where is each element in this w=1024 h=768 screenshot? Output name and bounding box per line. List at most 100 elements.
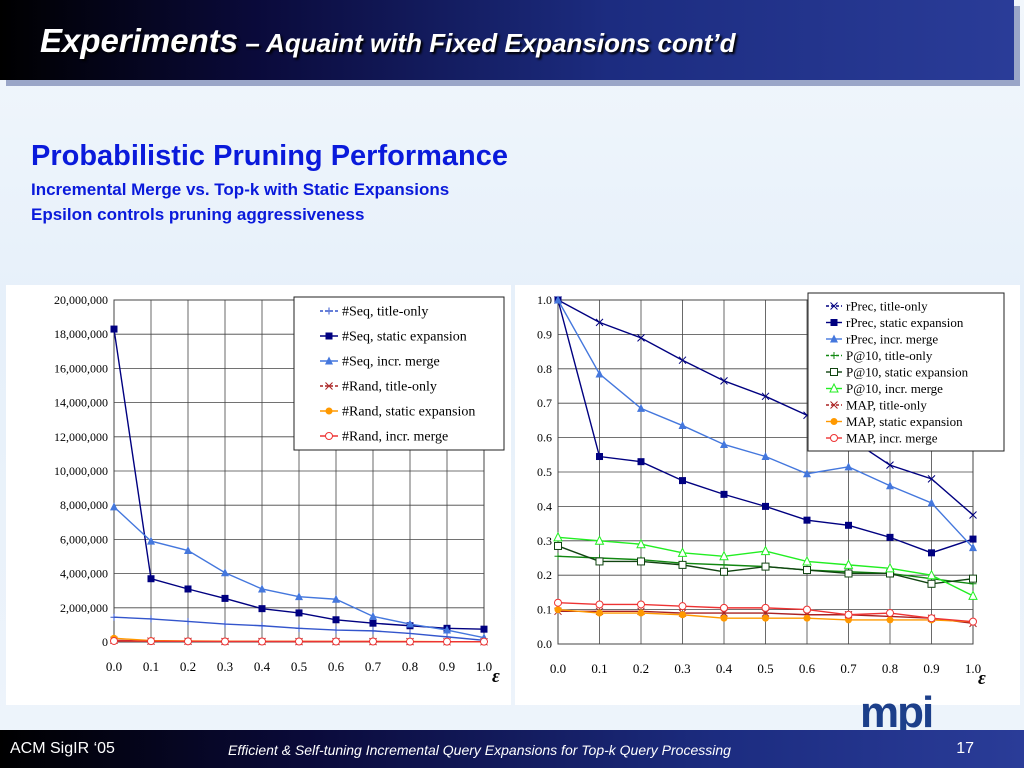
x-axis-label: ε <box>492 666 500 687</box>
data-point <box>184 637 192 646</box>
data-point <box>595 557 604 566</box>
data-point <box>554 541 562 550</box>
data-point <box>761 392 770 401</box>
title-rest: – Aquaint with Fixed Expansions cont’d <box>238 28 736 58</box>
y-tick-label: 20,000,000 <box>54 293 108 307</box>
data-point <box>886 481 894 490</box>
plot-frame <box>557 299 974 645</box>
footer: ACM SigIR ‘05 Efficient & Self-tuning In… <box>0 730 1024 768</box>
x-tick-label: 0.6 <box>328 659 345 674</box>
data-point <box>332 594 340 603</box>
data-point <box>637 600 645 609</box>
x-tick-label: 0.0 <box>550 661 566 676</box>
data-point <box>595 369 604 378</box>
data-point <box>762 614 769 622</box>
x-axis-label: ε <box>978 668 986 689</box>
legend-label: #Rand, incr. merge <box>342 430 448 445</box>
data-point <box>406 619 414 628</box>
data-point <box>184 617 192 625</box>
data-point <box>678 356 687 365</box>
legend-label: P@10, static expansion <box>846 365 969 380</box>
y-tick-label: 10,000,000 <box>54 464 108 478</box>
data-point <box>596 453 603 461</box>
data-point <box>443 625 451 634</box>
data-point <box>803 469 811 478</box>
data-point <box>637 458 645 466</box>
data-point <box>147 536 155 545</box>
data-point <box>760 545 771 556</box>
data-point <box>369 627 377 635</box>
data-point <box>679 477 686 485</box>
x-tick-label: 0.9 <box>439 659 455 674</box>
data-point <box>844 569 853 578</box>
data-point <box>369 611 377 620</box>
y-tick-label: 8,000,000 <box>60 498 108 512</box>
y-tick-label: 0.8 <box>537 362 552 376</box>
data-point <box>968 590 978 600</box>
legend-label: MAP, static expansion <box>846 414 963 429</box>
legend-marker <box>830 352 838 359</box>
legend-label: MAP, incr. merge <box>846 431 938 446</box>
x-tick-label: 0.1 <box>143 659 159 674</box>
data-point <box>295 609 303 617</box>
data-point <box>885 562 895 573</box>
data-point <box>184 585 192 593</box>
data-point <box>258 637 266 646</box>
data-point <box>802 555 812 566</box>
data-point <box>554 606 562 614</box>
data-point <box>637 557 645 566</box>
data-point <box>843 559 854 569</box>
x-tick-label: 0.5 <box>291 659 307 674</box>
y-tick-label: 4,000,000 <box>60 567 108 581</box>
data-point <box>637 403 645 412</box>
y-tick-label: 0.3 <box>537 534 552 548</box>
data-point <box>406 629 414 637</box>
data-point <box>637 333 645 342</box>
legend-marker <box>830 418 838 425</box>
data-point <box>679 611 686 619</box>
chart-right: 0.0 0.1 0.2 0.3 0.4 0.5 0.6 0.7 0.8 0.9 1.0 0.0 0.1 0… <box>515 285 1020 705</box>
data-point <box>443 637 451 646</box>
legend-label: MAP, title-only <box>846 398 927 413</box>
subtitle-line-1: Incremental Merge vs. Top-k with Static … <box>31 180 450 199</box>
data-point <box>845 521 852 529</box>
legend-label: rPrec, static expansion <box>846 315 964 330</box>
chart-right-svg: 0.0 0.1 0.2 0.3 0.4 0.5 0.6 0.7 0.8 0.9 1.0 0.0 0.1 0… <box>537 292 1005 689</box>
subtitle-line-2: Epsilon controls pruning aggressiveness <box>31 205 365 224</box>
data-point <box>332 626 340 634</box>
data-point <box>110 325 118 333</box>
data-point <box>720 376 728 385</box>
y-tick-label: 0.9 <box>537 327 552 341</box>
data-point <box>719 550 729 561</box>
legend-box <box>293 296 505 451</box>
legend-marker <box>830 368 838 376</box>
data-point <box>369 637 377 646</box>
legend-marker <box>325 407 333 415</box>
data-point <box>969 543 977 552</box>
data-point <box>258 605 266 613</box>
data-point <box>184 546 192 555</box>
footer-paper-title: Efficient & Self-tuning Incremental Quer… <box>228 742 731 758</box>
x-tick-label: 0.7 <box>365 659 382 674</box>
data-point <box>844 610 853 619</box>
legend-marker <box>325 382 333 390</box>
legend-label: #Seq, incr. merge <box>342 355 440 370</box>
y-tick-label: 0.0 <box>537 637 552 651</box>
data-point <box>295 624 303 632</box>
data-point <box>595 600 604 609</box>
y-tick-label: 12,000,000 <box>54 430 108 444</box>
data-point <box>258 584 266 593</box>
legend-marker <box>325 307 333 315</box>
data-point <box>221 568 229 577</box>
section-title: Probabilistic Pruning Performance <box>31 140 508 172</box>
logo: mpi <box>860 688 934 737</box>
y-tick-label: 0.4 <box>537 499 552 513</box>
x-tick-label: 0.5 <box>757 661 773 676</box>
data-point <box>369 619 377 627</box>
y-tick-label: 18,000,000 <box>54 327 108 341</box>
legend: #Seq, title-only #Seq, static expansion #S… <box>293 296 505 451</box>
data-point <box>803 566 811 575</box>
legend-label: #Rand, static expansion <box>342 405 475 420</box>
legend-marker <box>830 334 838 343</box>
